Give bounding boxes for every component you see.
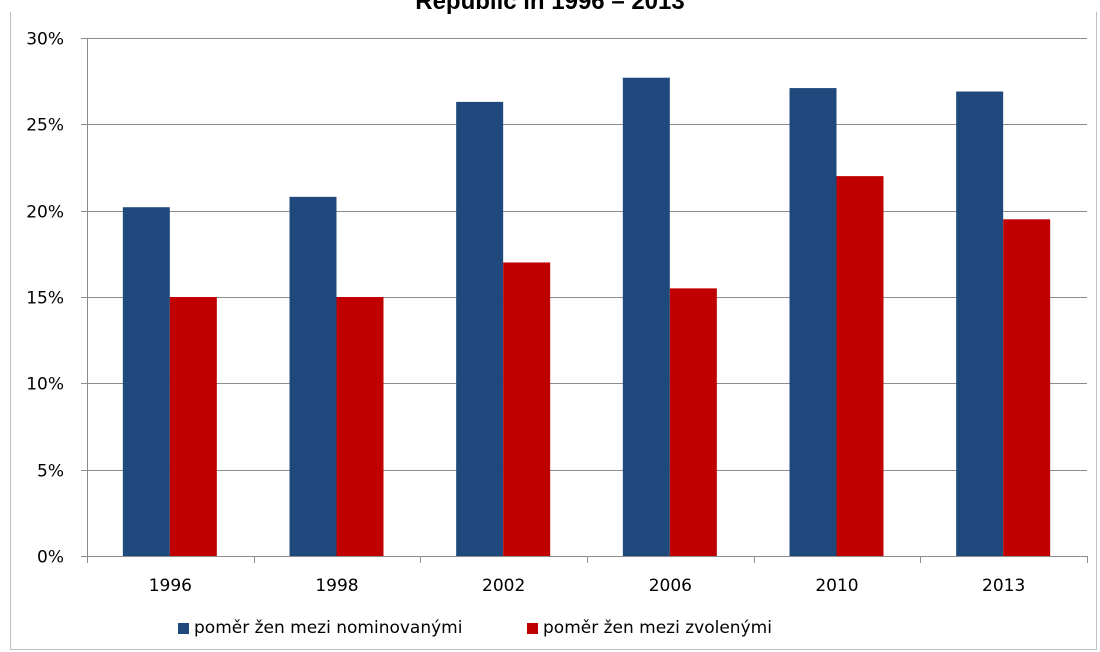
y-tick-label: 15% <box>26 289 64 309</box>
x-tick-label: 2013 <box>982 576 1025 596</box>
bar-elected-2006 <box>669 288 717 556</box>
x-tick-label: 2006 <box>649 576 692 596</box>
x-tick-label: 1996 <box>149 576 192 596</box>
bar-nominated-1998 <box>289 196 337 556</box>
legend-label-elected: poměr žen mezi zvolenými <box>543 618 772 638</box>
bar-nominated-2002 <box>456 101 504 557</box>
bar-elected-2010 <box>836 176 884 556</box>
bars <box>122 77 1051 557</box>
chart-frame <box>10 12 1097 650</box>
x-tick-label: 2010 <box>815 576 858 596</box>
x-tick-label: 1998 <box>315 576 358 596</box>
y-tick-label: 10% <box>26 375 64 395</box>
legend: poměr žen mezi nominovanými poměr žen me… <box>0 618 960 642</box>
bar-elected-2013 <box>1003 219 1051 557</box>
x-tick-label: 2002 <box>482 576 525 596</box>
y-tick-label: 20% <box>26 203 64 223</box>
y-tick-label: 0% <box>37 548 64 568</box>
bar-nominated-2006 <box>622 77 670 557</box>
legend-item-elected: poměr žen mezi zvolenými <box>527 618 772 638</box>
legend-label-nominated: poměr žen mezi nominovanými <box>194 618 463 638</box>
legend-swatch-elected <box>527 622 538 634</box>
bar-nominated-1996 <box>122 207 170 557</box>
bar-nominated-2013 <box>956 91 1004 556</box>
bar-elected-1996 <box>169 297 217 556</box>
legend-swatch-nominated <box>178 622 189 634</box>
bar-elected-1998 <box>336 297 384 556</box>
axes <box>87 38 1088 563</box>
y-tick-label: 5% <box>37 462 64 482</box>
bar-elected-2002 <box>503 262 551 556</box>
y-axis-tick-labels: 0% 5% 10% 15% 20% 25% 30% <box>26 30 64 568</box>
chart-title: Republic in 1996 – 2013 <box>415 0 685 15</box>
y-tick-label: 25% <box>26 116 64 136</box>
legend-item-nominated: poměr žen mezi nominovanými <box>178 618 462 638</box>
gridlines <box>81 38 1087 557</box>
bar-nominated-2010 <box>789 88 837 556</box>
x-axis-tick-labels: 1996 1998 2002 2006 2010 2013 <box>149 576 1026 596</box>
y-tick-label: 30% <box>26 30 64 50</box>
